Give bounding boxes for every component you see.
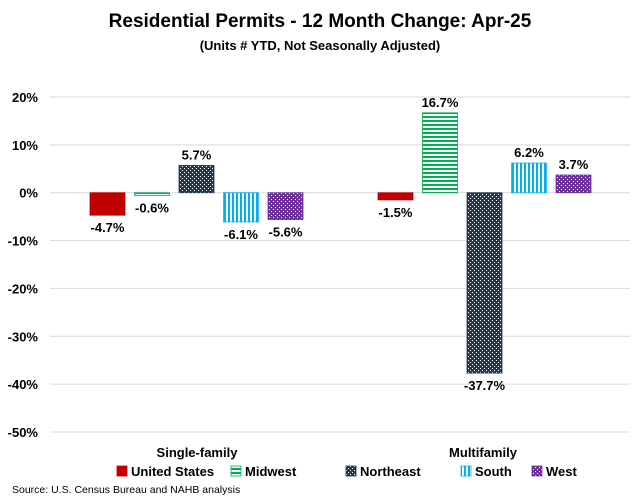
- y-tick-label: -20%: [8, 281, 39, 296]
- chart-subtitle: (Units # YTD, Not Seasonally Adjusted): [200, 38, 441, 53]
- data-label: -6.1%: [224, 227, 258, 242]
- category-label: Multifamily: [449, 445, 518, 460]
- legend-swatch-northeast: [345, 465, 357, 477]
- y-tick-label: -40%: [8, 377, 39, 392]
- source-note: Source: U.S. Census Bureau and NAHB anal…: [12, 484, 240, 496]
- bars: [89, 112, 592, 374]
- y-tick-label: 20%: [12, 90, 38, 105]
- y-tick-label: -10%: [8, 234, 39, 249]
- bar-midwest-single-family: [134, 192, 170, 196]
- legend-label: United States: [131, 464, 214, 479]
- data-label: -4.7%: [91, 220, 125, 235]
- y-tick-label: -30%: [8, 329, 39, 344]
- bar-northeast-multifamily: [466, 192, 503, 374]
- legend-swatch-south: [460, 465, 472, 477]
- bar-northeast-single-family: [178, 165, 215, 194]
- y-tick-label: -50%: [8, 425, 39, 440]
- category-labels: Single-family Multifamily: [157, 445, 518, 460]
- bar-united-states-multifamily: [377, 192, 414, 201]
- bar-south-multifamily: [511, 162, 547, 194]
- legend-swatch-midwest: [230, 465, 242, 477]
- data-label: 3.7%: [559, 157, 589, 172]
- bar-west-multifamily: [555, 174, 592, 194]
- chart-title: Residential Permits - 12 Month Change: A…: [109, 11, 532, 32]
- legend-label: West: [546, 464, 577, 479]
- legend: United States Midwest Northeast South West: [116, 464, 577, 479]
- y-axis-ticks: 20% 10% 0% -10% -20% -30% -40% -50%: [8, 90, 39, 440]
- bar-south-single-family: [223, 192, 259, 223]
- data-label: -0.6%: [135, 201, 169, 216]
- y-tick-label: 0%: [19, 186, 38, 201]
- data-label: 6.2%: [514, 145, 544, 160]
- legend-swatch-united-states: [116, 465, 128, 477]
- legend-label: Midwest: [245, 464, 297, 479]
- data-labels: -4.7% -0.6% 5.7% -6.1% -5.6% -1.5% 16.7% -37.7%…: [91, 95, 589, 393]
- bar-midwest-multifamily: [422, 112, 458, 194]
- legend-swatch-west: [531, 465, 543, 477]
- data-label: -1.5%: [379, 205, 413, 220]
- data-label: -5.6%: [269, 225, 303, 240]
- y-tick-label: 10%: [12, 138, 38, 153]
- data-label: 5.7%: [182, 147, 212, 162]
- data-label: 16.7%: [422, 95, 459, 110]
- legend-label: Northeast: [360, 464, 421, 479]
- category-label: Single-family: [157, 445, 239, 460]
- bar-united-states-single-family: [89, 192, 126, 216]
- data-label: -37.7%: [464, 378, 506, 393]
- legend-label: South: [475, 464, 512, 479]
- bar-west-single-family: [267, 192, 304, 220]
